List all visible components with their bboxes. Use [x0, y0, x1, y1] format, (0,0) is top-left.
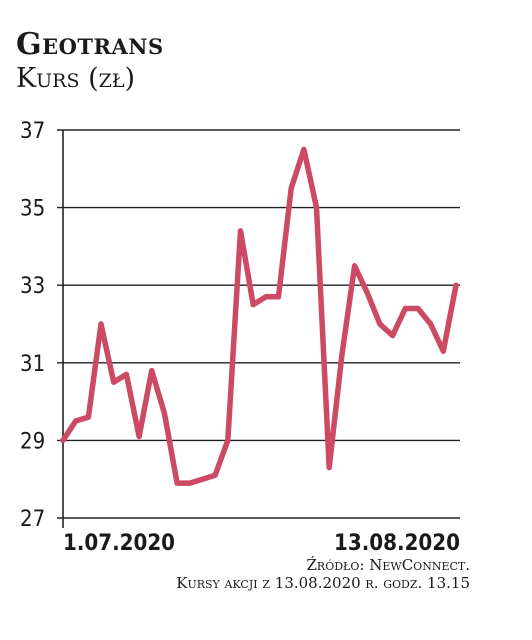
source-note: Źródło: NewConnect. Kursy akcji z 13.08.… [176, 556, 470, 592]
x-tick-label-start: 1.07.2020 [63, 531, 175, 556]
x-tick-label-end: 13.08.2020 [334, 531, 460, 556]
chart-title: Geotrans [16, 27, 164, 62]
y-tick-label: 29 [20, 429, 45, 454]
chart-subtitle: Kurs (zł) [16, 63, 136, 94]
source-label: Źródło: NewConnect. [306, 556, 471, 574]
y-tick-label: 37 [20, 119, 45, 144]
y-tick-label: 31 [20, 352, 45, 377]
y-tick-label: 35 [20, 197, 45, 222]
y-tick-label: 33 [20, 274, 45, 299]
quote-time-note: Kursy akcji z 13.08.2020 r. godz. 13.15 [176, 574, 470, 592]
y-tick-label: 27 [20, 507, 45, 532]
series-line [60, 146, 459, 486]
